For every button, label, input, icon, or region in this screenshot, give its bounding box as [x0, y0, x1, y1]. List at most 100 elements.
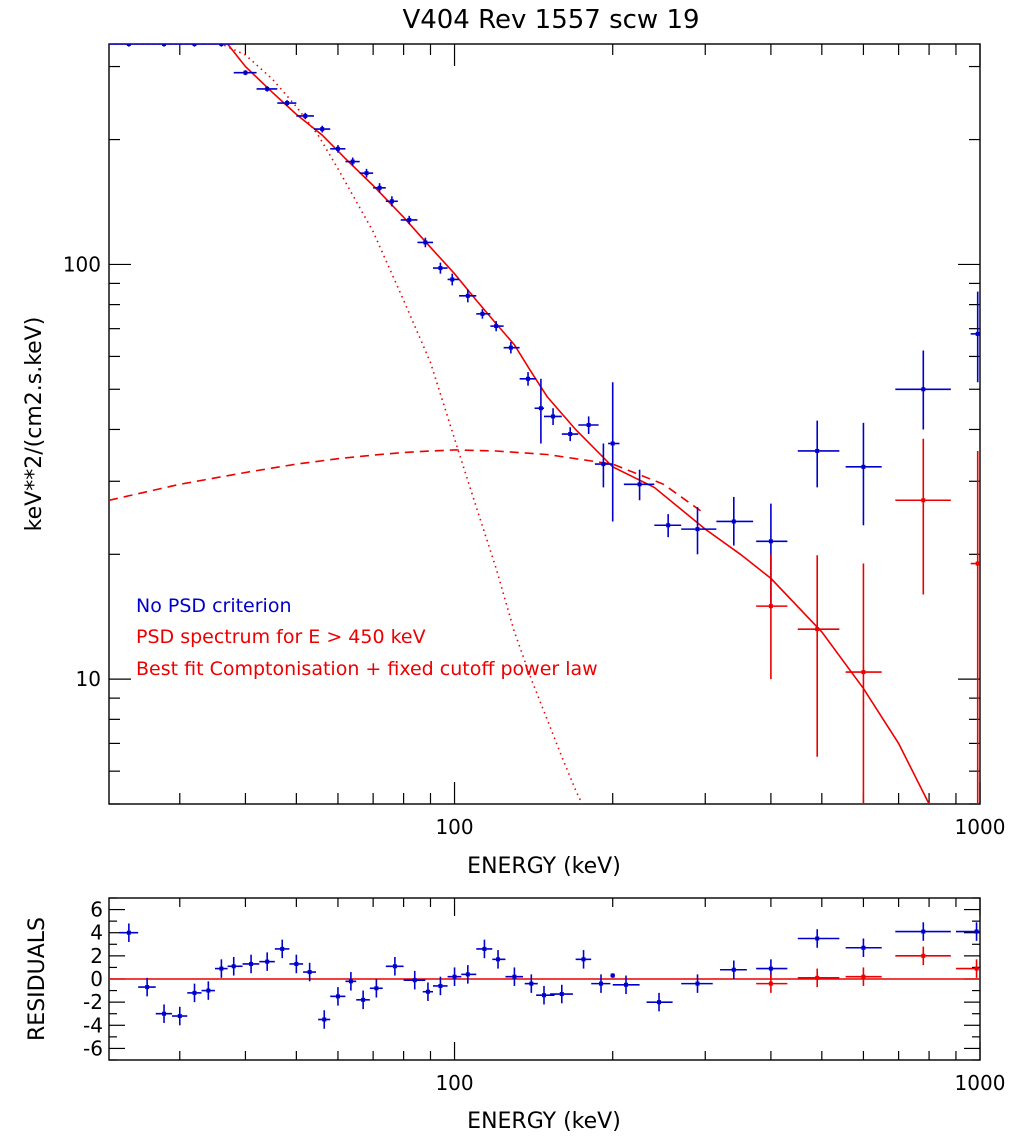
- point-marker: [280, 946, 285, 951]
- data-point: [534, 378, 545, 444]
- point-marker: [768, 966, 773, 971]
- point-marker: [599, 981, 604, 986]
- spectrum-y-axis-label: keV**2/(cm2.s.keV): [22, 317, 47, 532]
- point-marker: [581, 957, 586, 962]
- chart-title: V404 Rev 1557 scw 19: [402, 5, 699, 35]
- x-tick-label: 100: [435, 815, 473, 839]
- y-tick-label: 2: [90, 944, 103, 968]
- residual-point: [433, 976, 448, 996]
- point-marker: [335, 146, 340, 151]
- y-tick-label: -4: [83, 1013, 103, 1037]
- data-point: [296, 112, 314, 120]
- residual-point: [259, 952, 275, 971]
- residual-point: [119, 923, 139, 942]
- point-marker: [921, 498, 926, 503]
- residual-point: [274, 939, 290, 959]
- point-marker: [265, 86, 270, 91]
- residual-point: [610, 973, 615, 978]
- data-point: [433, 262, 448, 274]
- residual-point: [356, 990, 370, 1010]
- point-marker: [657, 1000, 662, 1005]
- point-marker: [243, 70, 248, 75]
- point-marker: [206, 988, 211, 993]
- point-marker: [192, 990, 197, 995]
- point-marker: [601, 462, 606, 467]
- data-point: [716, 496, 754, 546]
- point-marker: [768, 981, 773, 986]
- point-marker: [529, 981, 534, 986]
- y-tick-label: 6: [90, 898, 103, 922]
- point-marker: [438, 266, 443, 271]
- residual-point: [591, 974, 611, 993]
- residual-point: [719, 960, 747, 979]
- point-marker: [637, 482, 642, 487]
- point-marker: [551, 414, 556, 419]
- residuals-data-points: [119, 922, 980, 1029]
- residual-point: [385, 957, 404, 976]
- data-point: [608, 382, 620, 522]
- spectrum-axis-ticks: [109, 44, 981, 805]
- point-marker: [695, 981, 700, 986]
- point-marker: [974, 966, 979, 971]
- residual-point: [524, 974, 538, 993]
- y-tick-label: -6: [83, 1036, 103, 1060]
- data-point: [476, 309, 491, 319]
- spectrum-x-axis-label: ENERGY (keV): [467, 854, 621, 879]
- residual-point: [138, 977, 156, 997]
- data-point: [654, 514, 682, 538]
- data-point: [519, 372, 537, 386]
- residual-point: [227, 957, 243, 976]
- residual-point: [422, 982, 434, 1001]
- point-marker: [162, 44, 167, 46]
- x-tick-label: 1000: [955, 815, 1006, 839]
- residual-point: [646, 992, 673, 1012]
- point-marker: [482, 946, 487, 951]
- data-point: [277, 100, 297, 106]
- data-point: [895, 438, 951, 595]
- point-marker: [815, 936, 820, 941]
- point-marker: [921, 953, 926, 958]
- point-marker: [249, 961, 254, 966]
- legend-entry-no-psd: No PSD criterion: [136, 595, 292, 617]
- residual-point: [369, 979, 383, 998]
- data-point: [400, 215, 418, 225]
- residual-point: [681, 974, 713, 993]
- data-point: [578, 416, 599, 435]
- point-marker: [335, 994, 340, 999]
- data-point: [970, 450, 980, 804]
- residual-point: [845, 938, 882, 958]
- data-point: [385, 196, 398, 207]
- residual-point: [303, 962, 317, 982]
- spectrum-panel: 100 1000 10 100 ENERGY (keV) keV**2/(cm2.s.…: [22, 43, 1006, 879]
- point-marker: [815, 627, 820, 632]
- point-marker: [768, 539, 773, 544]
- point-marker: [350, 159, 355, 164]
- residual-point: [797, 968, 840, 988]
- point-marker: [861, 670, 866, 675]
- point-marker: [731, 967, 736, 972]
- point-marker: [219, 44, 224, 46]
- residual-point: [955, 922, 980, 941]
- point-marker: [624, 982, 629, 987]
- spectrum-data-points: [109, 44, 980, 804]
- data-point: [797, 555, 840, 757]
- point-marker: [815, 448, 820, 453]
- y-tick-label: -2: [83, 990, 103, 1014]
- point-marker: [496, 957, 501, 962]
- point-marker: [480, 311, 485, 316]
- point-marker: [861, 464, 866, 469]
- point-marker: [610, 973, 615, 978]
- point-marker: [586, 423, 591, 428]
- residual-point: [403, 970, 426, 990]
- residual-point: [612, 975, 640, 995]
- point-marker: [177, 1014, 182, 1019]
- data-point: [490, 321, 504, 332]
- data-point: [459, 289, 477, 303]
- residual-point: [330, 987, 346, 1006]
- residual-point: [172, 1006, 188, 1026]
- residual-point: [214, 959, 228, 978]
- point-marker: [348, 979, 353, 984]
- point-marker: [450, 277, 455, 282]
